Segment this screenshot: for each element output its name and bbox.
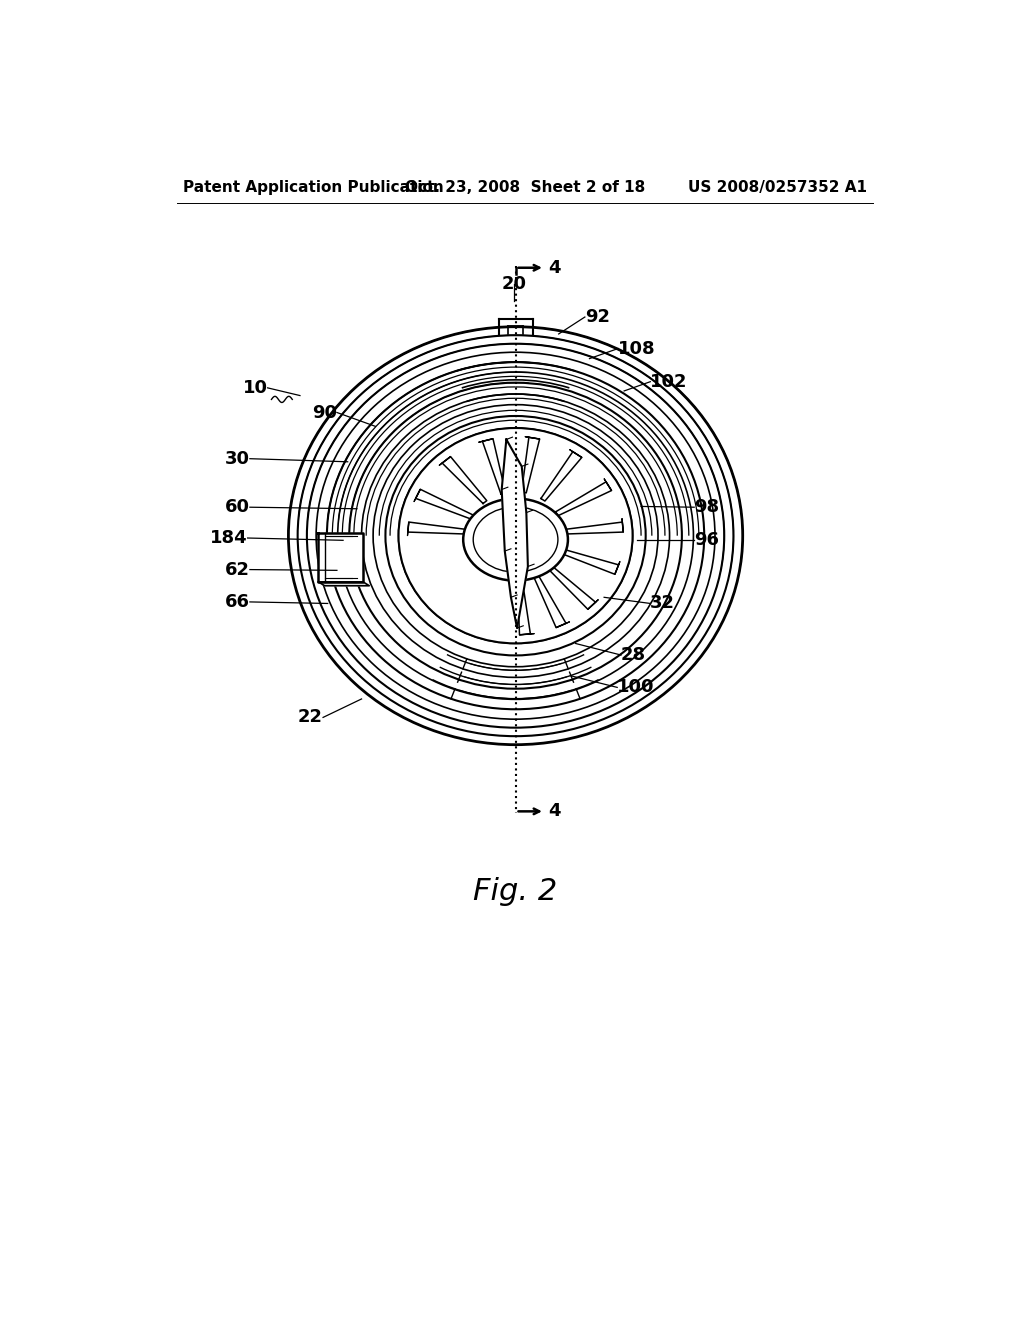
Text: 62: 62 <box>225 561 250 578</box>
Polygon shape <box>559 549 618 574</box>
Polygon shape <box>556 482 611 516</box>
Text: 92: 92 <box>585 308 610 326</box>
Polygon shape <box>604 479 611 491</box>
Polygon shape <box>502 440 528 628</box>
Text: 66: 66 <box>225 593 250 611</box>
Polygon shape <box>482 438 506 494</box>
Text: 10: 10 <box>243 379 267 397</box>
Polygon shape <box>517 579 530 635</box>
Text: 28: 28 <box>621 645 646 664</box>
Polygon shape <box>541 451 582 502</box>
Polygon shape <box>478 438 493 442</box>
Polygon shape <box>548 565 596 610</box>
Polygon shape <box>525 437 540 440</box>
Polygon shape <box>588 599 598 610</box>
Text: 90: 90 <box>312 404 337 421</box>
Polygon shape <box>614 561 620 574</box>
Text: 184: 184 <box>210 529 248 546</box>
Polygon shape <box>318 582 370 586</box>
Polygon shape <box>414 490 420 502</box>
Polygon shape <box>439 457 451 466</box>
Text: US 2008/0257352 A1: US 2008/0257352 A1 <box>688 180 866 195</box>
Text: 22: 22 <box>298 709 323 726</box>
Text: Oct. 23, 2008  Sheet 2 of 18: Oct. 23, 2008 Sheet 2 of 18 <box>404 180 645 195</box>
Text: 4: 4 <box>548 803 560 820</box>
Text: 30: 30 <box>225 450 250 467</box>
Text: 4: 4 <box>548 259 560 277</box>
Polygon shape <box>622 519 624 532</box>
Polygon shape <box>556 622 569 627</box>
Text: 102: 102 <box>650 372 688 391</box>
Text: 32: 32 <box>650 594 675 612</box>
Text: 60: 60 <box>225 498 250 516</box>
Text: 20: 20 <box>502 275 526 293</box>
Polygon shape <box>521 437 540 492</box>
Text: 96: 96 <box>694 532 719 549</box>
Polygon shape <box>408 523 468 535</box>
Polygon shape <box>318 533 364 582</box>
Polygon shape <box>534 574 566 627</box>
Text: 100: 100 <box>617 678 654 697</box>
Polygon shape <box>408 523 409 536</box>
Text: Patent Application Publication: Patent Application Publication <box>183 180 443 195</box>
Text: 108: 108 <box>617 339 655 358</box>
Polygon shape <box>442 457 486 503</box>
Polygon shape <box>563 523 624 535</box>
Text: Fig. 2: Fig. 2 <box>473 876 558 906</box>
Text: 98: 98 <box>694 498 719 516</box>
Ellipse shape <box>398 428 633 643</box>
Ellipse shape <box>285 323 746 748</box>
Polygon shape <box>416 490 473 519</box>
Polygon shape <box>569 450 582 458</box>
Ellipse shape <box>463 499 568 581</box>
